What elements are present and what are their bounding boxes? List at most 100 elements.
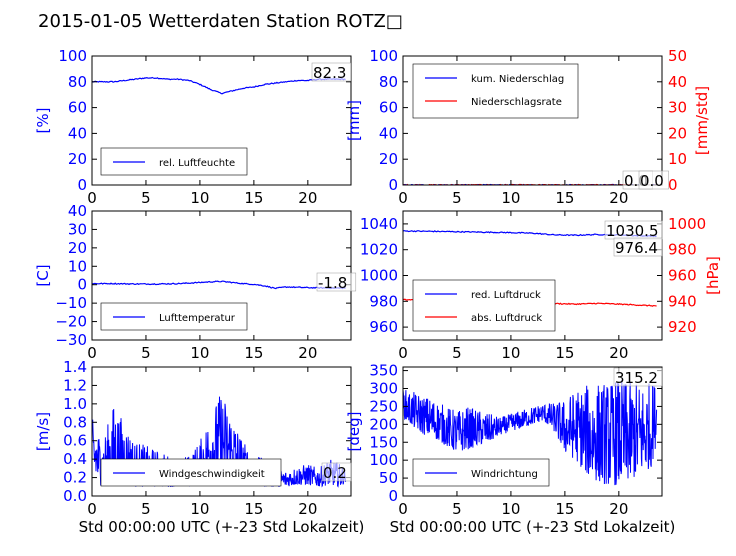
y-tick-label: 980 [369, 292, 398, 310]
y-tick-label: 100 [369, 47, 398, 65]
x-tick-label: 10 [501, 344, 520, 362]
x-tick-label: 0 [398, 189, 408, 207]
y-tick-label: 60 [379, 99, 398, 117]
annotation-text: 0.2 [323, 464, 347, 482]
x-tick-label: 15 [555, 344, 574, 362]
value-annotation: 82.3 [311, 62, 352, 82]
y-axis-label: [%] [34, 108, 52, 134]
y-tick-label: 50 [379, 469, 398, 487]
y-tick-label: 40 [68, 124, 87, 142]
y2-tick-label: 920 [668, 318, 697, 336]
annotation-box [613, 367, 663, 387]
y-tick-label: 150 [369, 433, 398, 451]
x-tick-label: 0 [398, 344, 408, 362]
plot-area-humidity [92, 76, 346, 95]
y-tick-label: 1000 [360, 267, 398, 285]
chart-wind: 0 5 10 15 200.00.20.40.60.81.01.21.4[m/s]Std… [34, 358, 364, 536]
x-tick-label: 20 [609, 189, 628, 207]
x-tick-label: 5 [141, 189, 151, 207]
annotation-box [311, 62, 352, 82]
x-axis-label: Std 00:00:00 UTC (+-23 Std Lokalzeit) [79, 518, 365, 536]
y2-tick-label: 960 [668, 267, 697, 285]
annotation-text: -1.8 [318, 274, 347, 292]
y-tick-label: −10 [55, 294, 87, 312]
y-tick-label: 1.0 [63, 395, 87, 413]
y-tick-label: 0 [77, 176, 87, 194]
y-tick-label: 60 [68, 99, 87, 117]
y2-tick-label: 980 [668, 241, 697, 259]
x-tick-label: 5 [141, 500, 151, 518]
plot-area-direction [403, 380, 658, 486]
axes-frame-wind [91, 366, 352, 497]
figure-title: 2015-01-05 Wetterdaten Station ROTZ□ [38, 11, 403, 32]
value-annotation: 976.4 [613, 237, 663, 257]
y2-tick-label: 1000 [668, 215, 706, 233]
chart-humidity: 0 5 10 15 20 0 20 40 60 80 100 [%] rel. Luftfeuchte 8… [34, 47, 352, 207]
x-tick-label: 15 [555, 189, 574, 207]
legend-label: kum. Niederschlag [471, 74, 564, 85]
y2-tick-label: 30 [668, 99, 687, 117]
y-tick-label: 960 [369, 318, 398, 336]
value-annotation: 0.0 [638, 170, 669, 190]
legend-box [412, 279, 556, 332]
legend-label: red. Luftdruck [471, 290, 541, 301]
x-tick-label: 20 [298, 500, 317, 518]
x-tick-label: 5 [452, 344, 462, 362]
y-tick-label: 100 [58, 47, 87, 65]
y-tick-label: 30 [68, 220, 87, 238]
y-tick-label: 20 [68, 239, 87, 257]
x-tick-label: 10 [501, 500, 520, 518]
x-tick-label: 10 [190, 189, 209, 207]
annotation-box [613, 237, 663, 257]
legend-label: abs. Luftdruck [471, 313, 542, 324]
legend-label: rel. Luftfeuchte [159, 158, 235, 169]
y-tick-label: 0.0 [63, 487, 87, 505]
x-tick-label: 20 [298, 189, 317, 207]
chart-temperature: 0 5 10 15 20−30−20−10010203040[C]Lufttempera… [34, 202, 357, 362]
y-tick-label: 0.6 [63, 432, 87, 450]
y2-tick-label: 40 [668, 73, 687, 91]
y-tick-label: −20 [55, 313, 87, 331]
y-tick-label: 20 [68, 150, 87, 168]
legend-pressure: red. Luftdruck abs. Luftdruck [412, 279, 556, 332]
axes-frame-humidity [91, 55, 352, 186]
x-tick-label: 10 [190, 500, 209, 518]
series-line-humidity-0 [92, 76, 346, 95]
y-tick-label: 0.2 [63, 469, 87, 487]
y-tick-label: 0.4 [63, 450, 87, 468]
value-annotation: 1030.5 [604, 220, 663, 240]
y-axis-label: [C] [34, 264, 52, 286]
legend-label: Niederschlagsrate [471, 97, 562, 108]
x-tick-label: 15 [244, 344, 263, 362]
y-tick-label: 40 [379, 124, 398, 142]
legend-label: Lufttemperatur [159, 313, 236, 324]
x-tick-label: 20 [609, 500, 628, 518]
y-axis-label: [mm] [345, 100, 363, 141]
y-tick-label: 1040 [360, 215, 398, 233]
axes-frame-direction [402, 366, 663, 497]
x-tick-label: 15 [244, 189, 263, 207]
y-tick-label: 80 [68, 73, 87, 91]
annotation-text: 0.0 [640, 172, 664, 190]
y-tick-label: 250 [369, 397, 398, 415]
annotation-text: 315.2 [615, 369, 658, 387]
y-tick-label: 1.2 [63, 376, 87, 394]
y-tick-label: 1.4 [63, 358, 87, 376]
x-tick-label: 5 [141, 344, 151, 362]
x-tick-label: 5 [452, 500, 462, 518]
value-annotation: -1.8 [316, 272, 357, 292]
y-tick-label: 100 [369, 451, 398, 469]
y2-axis-label: [mm/std] [693, 86, 711, 155]
y-tick-label: 200 [369, 415, 398, 433]
annotation-box [321, 462, 352, 482]
x-tick-label: 0 [398, 500, 408, 518]
y2-tick-label: 20 [668, 124, 687, 142]
legend-precip: kum. Niederschlag Niederschlagsrate [412, 63, 579, 119]
y-tick-label: 0 [388, 487, 398, 505]
value-annotation: 315.2 [613, 367, 663, 387]
y-tick-label: 0 [77, 276, 87, 294]
y-axis-label: [deg] [345, 412, 363, 452]
x-tick-label: 0 [87, 344, 97, 362]
